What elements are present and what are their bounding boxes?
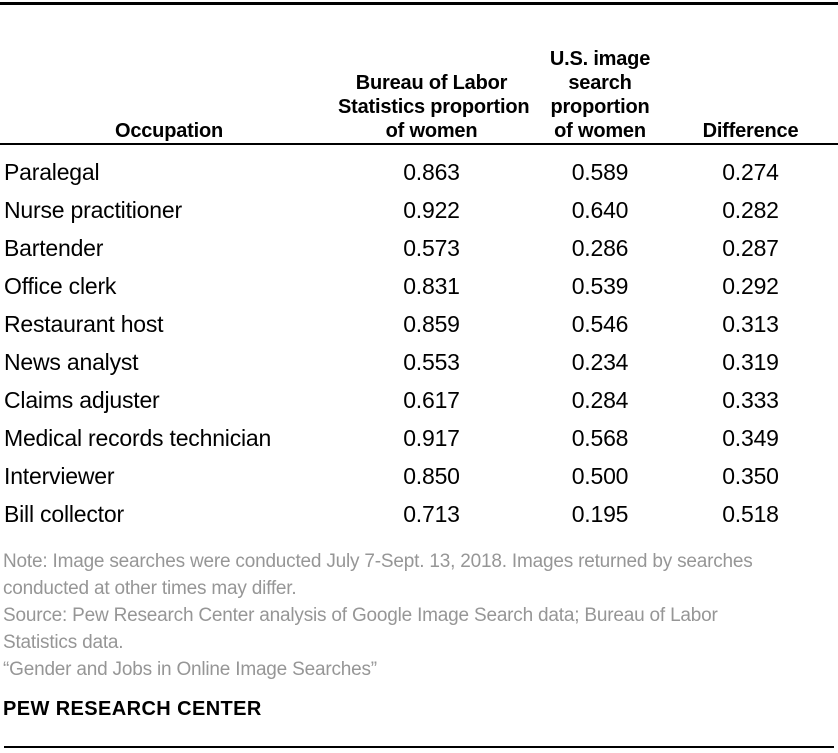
bls-value-cell: 0.922 bbox=[403, 196, 460, 223]
table-row: Bill collector 0.713 0.195 0.518 bbox=[0, 495, 838, 533]
occupation-gender-table: Occupation Bureau of Labor Statistics pr… bbox=[0, 5, 838, 533]
difference-value-cell: 0.282 bbox=[722, 196, 779, 223]
bls-value-cell: 0.863 bbox=[403, 158, 460, 185]
bls-value-cell: 0.713 bbox=[403, 500, 460, 527]
difference-value-cell: 0.313 bbox=[722, 310, 779, 337]
occupation-cell: News analyst bbox=[4, 348, 139, 375]
bottom-rule bbox=[4, 746, 834, 748]
occupation-cell: Bartender bbox=[4, 234, 104, 261]
occupation-cell: Claims adjuster bbox=[4, 386, 160, 413]
column-header-bls-proportion: Bureau of Labor Statistics proportion of… bbox=[338, 5, 530, 145]
bls-value-cell: 0.617 bbox=[403, 386, 460, 413]
brand-wordmark: PEW RESEARCH CENTER bbox=[3, 698, 262, 720]
difference-value-cell: 0.518 bbox=[722, 500, 779, 527]
table-row: Paralegal 0.863 0.589 0.274 bbox=[0, 144, 838, 191]
occupation-cell: Interviewer bbox=[4, 462, 115, 489]
occupation-cell: Nurse practitioner bbox=[4, 196, 182, 223]
column-header-difference: Difference bbox=[675, 5, 838, 145]
top-rule bbox=[0, 2, 838, 5]
search-value-cell: 0.500 bbox=[571, 462, 629, 489]
table-row: Interviewer 0.850 0.500 0.350 bbox=[0, 457, 838, 495]
bls-value-cell: 0.859 bbox=[403, 310, 460, 337]
report-title-quote: “Gender and Jobs in Online Image Searche… bbox=[3, 659, 377, 680]
search-value-cell: 0.589 bbox=[571, 158, 629, 185]
occupation-cell: Medical records technician bbox=[4, 424, 272, 451]
footnotes: Note: Image searches were conducted July… bbox=[0, 548, 838, 683]
table-row: Medical records technician 0.917 0.568 0… bbox=[0, 419, 838, 457]
note-text: Note: Image searches were conducted July… bbox=[3, 551, 753, 599]
table-row: Bartender 0.573 0.286 0.287 bbox=[0, 229, 838, 267]
difference-value-cell: 0.292 bbox=[722, 272, 779, 299]
table-header: Occupation Bureau of Labor Statistics pr… bbox=[0, 5, 838, 145]
occupation-cell: Paralegal bbox=[4, 158, 100, 185]
search-value-cell: 0.640 bbox=[571, 196, 629, 223]
table-row: Restaurant host 0.859 0.546 0.313 bbox=[0, 305, 838, 343]
search-value-cell: 0.195 bbox=[571, 500, 629, 527]
difference-value-cell: 0.287 bbox=[722, 234, 779, 261]
table-row: Office clerk 0.831 0.539 0.292 bbox=[0, 267, 838, 305]
occupation-cell: Restaurant host bbox=[4, 310, 164, 337]
search-value-cell: 0.568 bbox=[571, 424, 629, 451]
occupation-cell: Bill collector bbox=[4, 500, 124, 527]
difference-value-cell: 0.319 bbox=[722, 348, 779, 375]
difference-value-cell: 0.349 bbox=[722, 424, 779, 451]
search-value-cell: 0.284 bbox=[571, 386, 629, 413]
difference-value-cell: 0.274 bbox=[722, 158, 779, 185]
bls-value-cell: 0.553 bbox=[403, 348, 460, 375]
bls-value-cell: 0.850 bbox=[403, 462, 460, 489]
column-header-image-search-proportion: U.S. image search proportion of women bbox=[525, 5, 675, 145]
table-row: Nurse practitioner 0.922 0.640 0.282 bbox=[0, 191, 838, 229]
search-value-cell: 0.234 bbox=[571, 348, 629, 375]
bls-value-cell: 0.831 bbox=[403, 272, 460, 299]
difference-value-cell: 0.350 bbox=[722, 462, 779, 489]
header-row: Occupation Bureau of Labor Statistics pr… bbox=[0, 5, 838, 145]
search-value-cell: 0.286 bbox=[571, 234, 629, 261]
table-row: Claims adjuster 0.617 0.284 0.333 bbox=[0, 381, 838, 419]
table-row: News analyst 0.553 0.234 0.319 bbox=[0, 343, 838, 381]
column-header-occupation: Occupation bbox=[0, 5, 338, 145]
difference-value-cell: 0.333 bbox=[722, 386, 779, 413]
bls-value-cell: 0.573 bbox=[403, 234, 460, 261]
occupation-cell: Office clerk bbox=[4, 272, 117, 299]
table-body: Paralegal 0.863 0.589 0.274 Nurse practi… bbox=[0, 144, 838, 533]
source-text: Source: Pew Research Center analysis of … bbox=[3, 605, 718, 653]
bls-value-cell: 0.917 bbox=[403, 424, 460, 451]
search-value-cell: 0.546 bbox=[571, 310, 629, 337]
search-value-cell: 0.539 bbox=[571, 272, 629, 299]
